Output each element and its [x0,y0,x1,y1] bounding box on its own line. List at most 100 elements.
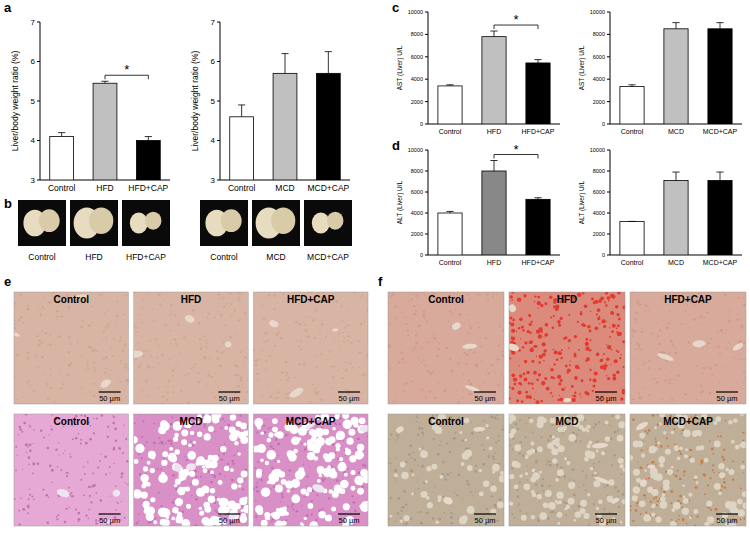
scale-bar [218,391,240,392]
x-tick-label: HFD [487,259,501,266]
texture [463,352,465,354]
bar [230,117,254,180]
texture [359,340,361,342]
vacuole [276,508,280,512]
texture [301,505,303,507]
error-line [328,52,329,74]
texture [113,463,114,464]
texture [620,354,621,355]
bar [93,83,117,180]
texture [135,522,137,524]
vacuole [272,418,278,424]
texture [342,478,343,479]
texture [165,442,166,443]
significance-mark: * [124,62,129,77]
y-tick-label: 4 [211,136,216,145]
texture [29,443,32,446]
texture [582,292,585,294]
texture [187,372,189,374]
texture [421,362,423,364]
texture [222,418,224,420]
vacuole [336,436,340,440]
vacuole [202,465,205,468]
texture [107,311,108,312]
vacuole [214,414,221,418]
vacuole [277,460,280,463]
texture [617,332,621,336]
vessel [563,398,571,403]
vacuole [199,507,203,511]
vacuole [360,469,368,477]
texture [487,299,489,301]
texture [32,472,34,474]
texture [522,346,524,348]
texture [330,366,332,368]
texture [231,314,232,315]
texture [292,504,294,506]
texture [601,319,605,323]
vacuole [210,488,216,494]
texture [591,298,594,301]
texture [511,387,514,390]
texture [613,373,616,376]
texture [278,442,281,445]
texture [89,346,92,349]
texture [512,319,515,322]
texture [603,353,605,355]
texture [205,346,207,348]
texture [520,383,522,385]
texture [68,507,69,508]
texture [529,340,533,344]
y-tick-label: 10000 [408,147,423,153]
texture [81,387,83,389]
texture [321,323,324,326]
texture [26,351,29,354]
texture [524,341,527,344]
texture [122,314,124,316]
y-tick-label: 10000 [590,9,605,15]
texture [154,517,156,519]
bar [708,180,732,255]
texture [492,294,494,296]
y-tick-label: 2000 [411,99,423,105]
texture [351,450,352,451]
texture [332,443,335,446]
vacuole [257,509,263,515]
vacuole [237,452,240,455]
texture [157,468,159,470]
vacuole [275,484,283,492]
texture [557,399,559,401]
texture [107,426,109,428]
texture [425,397,427,399]
texture [107,436,109,438]
vessel [288,386,305,400]
y-tick-label: 2000 [411,231,423,237]
micrograph-frame [509,292,625,404]
texture [171,417,173,419]
micrograph-frame [253,292,368,404]
texture [270,427,272,429]
micrograph-frame [253,414,368,526]
texture [517,297,521,301]
texture [275,439,277,441]
x-tick-label: HFD [96,183,113,193]
texture [27,512,29,514]
texture [172,386,173,387]
y-tick-label: 4000 [593,76,605,82]
texture [311,513,313,515]
texture [487,369,489,371]
texture [173,446,174,447]
micrograph-image [14,414,129,526]
texture [22,322,24,324]
texture [394,306,396,308]
texture [215,510,217,512]
micrograph-image [14,292,129,404]
texture [361,392,363,394]
error-cap [238,104,245,105]
texture [193,366,195,368]
texture [596,314,598,316]
error-bar [101,81,108,83]
texture [276,397,278,399]
texture [540,400,543,403]
texture [58,442,60,444]
